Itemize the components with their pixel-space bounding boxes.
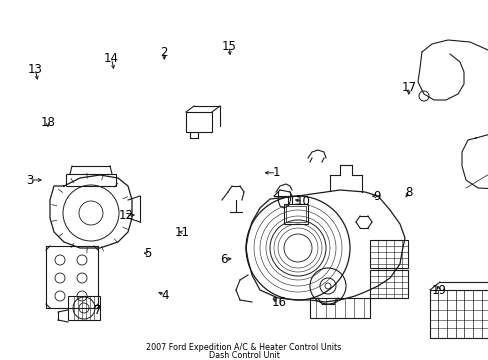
Text: 12: 12 <box>118 209 133 222</box>
Text: 2007 Ford Expedition A/C & Heater Control Units: 2007 Ford Expedition A/C & Heater Contro… <box>146 343 341 352</box>
Text: 2: 2 <box>160 46 168 59</box>
Bar <box>46 246 98 308</box>
Text: 4: 4 <box>161 289 169 302</box>
Bar <box>68 296 100 320</box>
Bar <box>66 174 116 186</box>
Bar <box>369 240 407 268</box>
Text: 11: 11 <box>174 226 189 239</box>
Bar <box>285 206 305 222</box>
Bar <box>185 112 212 132</box>
Text: 17: 17 <box>401 81 415 94</box>
Text: 16: 16 <box>271 296 285 309</box>
Text: 14: 14 <box>104 52 119 65</box>
Text: 13: 13 <box>28 63 42 76</box>
Text: 3: 3 <box>26 174 34 186</box>
Text: 18: 18 <box>41 116 55 129</box>
Bar <box>284 204 307 224</box>
Text: Dash Control Unit: Dash Control Unit <box>208 351 279 360</box>
Text: 9: 9 <box>372 190 380 203</box>
Text: 1: 1 <box>272 166 280 179</box>
Text: 5: 5 <box>143 247 151 260</box>
Bar <box>429 290 488 338</box>
Text: 7: 7 <box>94 304 102 317</box>
Text: 10: 10 <box>295 195 310 208</box>
Bar <box>369 270 407 298</box>
Text: 8: 8 <box>404 186 412 199</box>
Bar <box>309 298 369 318</box>
Text: 15: 15 <box>221 40 236 53</box>
Text: 19: 19 <box>431 284 446 297</box>
Text: 6: 6 <box>220 253 227 266</box>
